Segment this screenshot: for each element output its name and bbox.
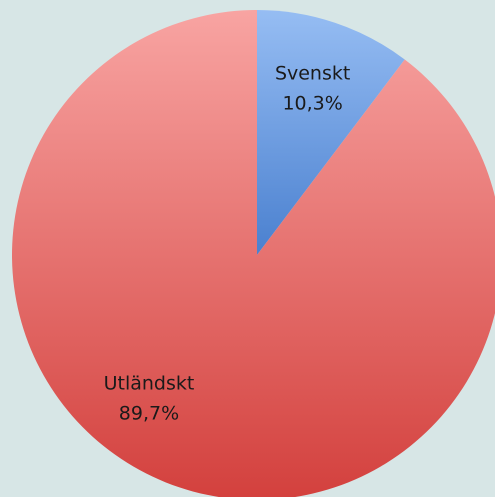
slice-value-label: 89,7% xyxy=(119,402,179,424)
slice-category-label: Svenskt xyxy=(275,63,350,85)
slice-value-label: 10,3% xyxy=(282,93,342,115)
pie-slice xyxy=(12,10,495,497)
slice-category-label: Utländskt xyxy=(104,372,195,394)
pie-slice xyxy=(257,10,405,255)
